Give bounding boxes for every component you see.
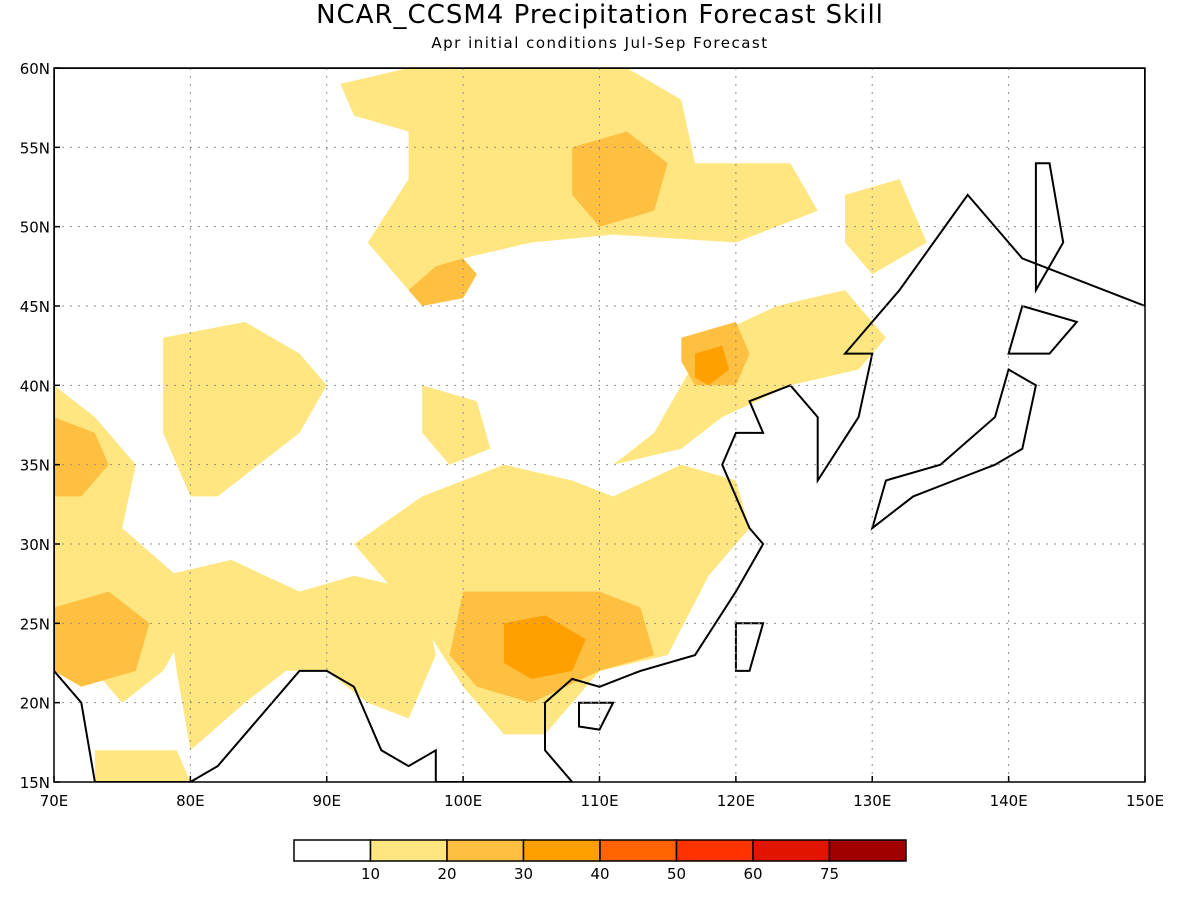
colorbar-swatch (522, 839, 601, 862)
colorbar-label: 20 (437, 865, 456, 883)
colorbar-swatch (675, 839, 754, 862)
colorbar-swatch (828, 839, 907, 862)
lon-tick-label: 90E (312, 792, 341, 810)
lat-tick-label: 45N (20, 298, 50, 316)
lat-tick-label: 25N (20, 615, 50, 633)
colorbar-label: 30 (514, 865, 533, 883)
lat-tick-label: 35N (20, 457, 50, 475)
lat-tick-label: 50N (20, 219, 50, 237)
lon-tick-label: 130E (853, 792, 891, 810)
lat-tick-label: 40N (20, 377, 50, 395)
coast-taiwan (734, 622, 765, 672)
lat-tick-label: 30N (20, 536, 50, 554)
colorbar-swatch (369, 839, 448, 862)
region-east-manchuria (845, 179, 927, 275)
colorbar-label: 75 (820, 865, 839, 883)
region-west-india-orange (54, 591, 150, 687)
lat-tick-label: 55N (20, 139, 50, 157)
region-guangxi-core (504, 615, 586, 679)
gridlines (54, 68, 1145, 782)
region-west-tarim (163, 321, 327, 497)
coast-asia-mainland (54, 68, 1145, 782)
colorbar-label: 50 (667, 865, 686, 883)
region-south-india (94, 750, 191, 782)
coast-sakhalin (1034, 162, 1065, 294)
colorbar-swatch (752, 839, 831, 862)
region-north-china-plain (613, 290, 886, 465)
lon-tick-label: 100E (444, 792, 482, 810)
coast-japan-honshu (870, 367, 1038, 531)
region-tibet-north (422, 385, 491, 465)
region-north-china-core (695, 345, 730, 386)
coast-hainan (578, 701, 615, 731)
map-subtitle: Apr initial conditions Jul-Sep Forecast (431, 34, 769, 52)
region-himalaya-bangladesh (163, 559, 436, 751)
colorbar-label: 10 (361, 865, 380, 883)
region-baikal-east (572, 131, 668, 227)
lon-tick-label: 110E (580, 792, 618, 810)
coastlines (54, 68, 1145, 782)
colorbar: 10 20 30 40 50 60 75 (293, 839, 907, 883)
colorbar-label: 60 (743, 865, 762, 883)
colorbar-swatch (293, 839, 372, 862)
region-mongolia-core (408, 258, 477, 306)
lon-tick-label: 80E (176, 792, 205, 810)
skill-shading (54, 68, 927, 782)
coast-japan-hokkaido (1007, 304, 1079, 355)
lat-tick-label: 20N (20, 695, 50, 713)
lon-tick-label: 150E (1126, 792, 1164, 810)
colorbar-label: 40 (590, 865, 609, 883)
lat-tick-label: 15N (20, 774, 50, 792)
region-pakistan-orange (54, 417, 109, 497)
lon-tick-label: 70E (40, 792, 69, 810)
lon-tick-label: 140E (990, 792, 1028, 810)
map-title: NCAR_CCSM4 Precipitation Forecast Skill (316, 0, 884, 30)
lat-tick-label: 60N (20, 60, 50, 78)
lon-tick-label: 120E (717, 792, 755, 810)
colorbar-swatch (446, 839, 525, 862)
axis-ticks: 70E 80E 90E 100E 110E 120E 130E 140E 150E 15N 20N 2… (20, 60, 1164, 810)
colorbar-swatch (599, 839, 678, 862)
